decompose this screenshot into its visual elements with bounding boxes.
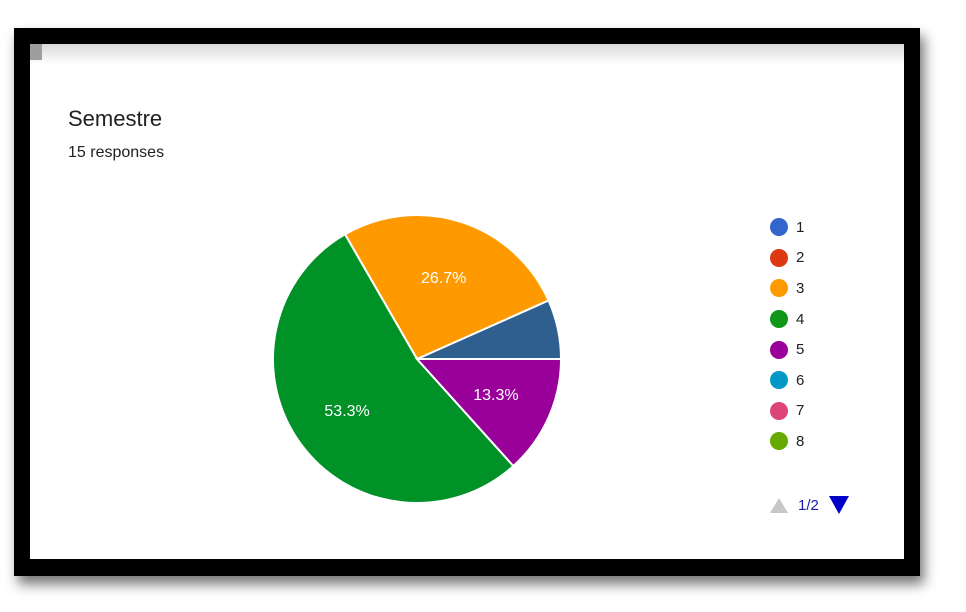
slice-label-3: 26.7% (421, 270, 466, 287)
legend-item-8: 8 (770, 426, 804, 457)
chart-legend: 1 2 3 4 5 6 7 8 (770, 212, 804, 457)
legend-label-5: 5 (796, 341, 805, 359)
legend-label-2: 2 (796, 249, 805, 267)
screenshot-frame: Semestre 15 responses 26.7% 53.3% 13.3% 1 2… (14, 28, 920, 576)
legend-label-6: 6 (796, 371, 805, 389)
legend-swatch-7 (770, 401, 788, 420)
chart-title: Semestre (68, 106, 163, 131)
pie-slice-3 (343, 214, 550, 361)
slice-label-5: 13.3% (473, 387, 518, 404)
legend-swatch-6 (770, 371, 788, 390)
legend-item-7: 7 (770, 396, 804, 427)
legend-pager: 1/2 (770, 496, 849, 514)
legend-swatch-2 (770, 248, 788, 267)
legend-item-2: 2 (770, 243, 804, 274)
pager-page-indicator: 1/2 (798, 496, 819, 514)
pie-slice-5 (414, 358, 563, 468)
legend-item-5: 5 (770, 334, 804, 365)
card-top-shadow (30, 44, 904, 64)
legend-item-6: 6 (770, 365, 804, 396)
legend-item-4: 4 (770, 304, 804, 335)
pie-chart: 26.7% 53.3% 13.3% (272, 214, 563, 504)
legend-label-3: 3 (796, 279, 805, 297)
legend-swatch-3 (770, 279, 788, 298)
legend-label-8: 8 (796, 432, 805, 450)
legend-swatch-4 (770, 310, 788, 329)
slice-label-4: 53.3% (324, 403, 369, 420)
legend-item-3: 3 (770, 273, 804, 304)
legend-swatch-8 (770, 432, 788, 451)
legend-swatch-5 (770, 340, 788, 359)
legend-swatch-1 (770, 218, 788, 237)
legend-label-4: 4 (796, 310, 805, 328)
pager-down-icon[interactable] (828, 496, 849, 514)
response-count: 15 responses (68, 144, 165, 161)
card-top-accent (30, 44, 42, 60)
legend-label-1: 1 (796, 218, 805, 236)
legend-label-7: 7 (796, 402, 805, 420)
pie-slice-4 (272, 232, 515, 504)
chart-card: Semestre 15 responses 26.7% 53.3% 13.3% 1 2… (30, 44, 904, 559)
pager-up-icon (770, 497, 788, 513)
legend-item-1: 1 (770, 212, 804, 243)
